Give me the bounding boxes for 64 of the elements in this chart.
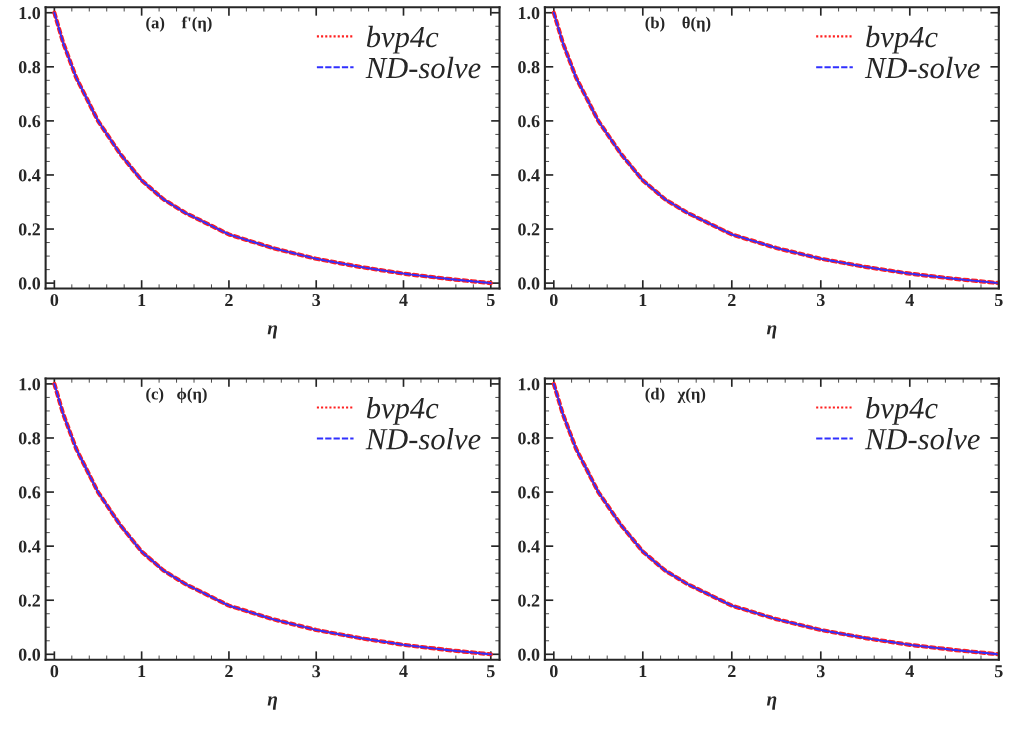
y-tick-label: 0.2 xyxy=(18,223,40,236)
x-tick-label: 1 xyxy=(138,665,146,678)
legend-label: ND-solve xyxy=(365,56,481,79)
annotation: (b) θ(η) xyxy=(645,16,711,32)
x-tick-label: 3 xyxy=(312,665,321,678)
legend-label: ND-solve xyxy=(864,427,980,450)
x-tick-label: 3 xyxy=(816,665,825,678)
x-axis-title: η xyxy=(267,325,278,339)
annotation: (c) ϕ(η) xyxy=(146,387,207,403)
x-tick-label: 1 xyxy=(639,665,647,678)
annotation: (d) χ(η) xyxy=(645,387,706,403)
legend-label: bvp4c xyxy=(866,25,938,54)
legend-label: bvp4c xyxy=(366,25,439,54)
x-axis-title: η xyxy=(267,696,278,710)
legend-label: bvp4c xyxy=(866,397,938,425)
y-tick-label: 0.4 xyxy=(518,540,540,553)
x-tick-label: 0 xyxy=(549,665,558,678)
legend-label: ND-solve xyxy=(365,427,481,450)
y-tick-label: 0.4 xyxy=(518,169,540,182)
y-tick-label: 0.2 xyxy=(18,594,40,607)
y-tick-label: 1.0 xyxy=(19,378,41,391)
x-tick-label: 1 xyxy=(639,293,647,306)
y-tick-label: 1.0 xyxy=(518,378,540,391)
x-axis-title: η xyxy=(766,325,777,339)
y-tick-label: 1.0 xyxy=(19,7,41,20)
x-tick-label: 4 xyxy=(399,294,408,306)
annotation: (a) f'(η) xyxy=(146,16,212,32)
y-tick-label: 0.6 xyxy=(18,115,41,128)
x-tick-label: 5 xyxy=(487,294,495,307)
x-tick-label: 4 xyxy=(905,294,914,306)
y-tick-label: 0.6 xyxy=(518,486,540,499)
y-tick-label: 0.0 xyxy=(18,648,41,661)
x-tick-label: 4 xyxy=(905,665,914,678)
x-tick-label: 4 xyxy=(399,665,408,678)
y-tick-label: 0.6 xyxy=(18,486,41,499)
x-tick-label: 2 xyxy=(225,665,233,678)
y-tick-label: 0.8 xyxy=(518,432,540,445)
y-tick-label: 0.4 xyxy=(18,540,41,553)
y-tick-label: 0.8 xyxy=(518,61,540,74)
y-tick-label: 0.0 xyxy=(518,277,540,290)
y-tick-label: 0.0 xyxy=(518,648,540,661)
x-axis-title: η xyxy=(766,696,777,710)
x-tick-label: 2 xyxy=(728,665,736,678)
y-tick-label: 1.0 xyxy=(518,7,540,20)
x-tick-label: 2 xyxy=(225,293,233,306)
x-tick-label: 3 xyxy=(312,293,321,307)
x-tick-label: 3 xyxy=(816,293,825,307)
x-tick-label: 5 xyxy=(995,294,1003,307)
x-tick-label: 0 xyxy=(50,293,59,307)
y-tick-label: 0.8 xyxy=(18,432,41,445)
legend-label: ND-solve xyxy=(864,56,980,79)
x-tick-label: 0 xyxy=(50,665,59,678)
x-tick-label: 5 xyxy=(995,665,1003,678)
x-tick-label: 0 xyxy=(549,293,558,307)
legend-label: bvp4c xyxy=(366,397,439,425)
x-tick-label: 1 xyxy=(138,293,146,306)
y-tick-label: 0.2 xyxy=(518,594,540,607)
y-tick-label: 0.8 xyxy=(18,61,41,74)
y-tick-label: 0.2 xyxy=(518,223,540,236)
x-tick-label: 2 xyxy=(728,293,736,306)
y-tick-label: 0.6 xyxy=(518,115,540,128)
y-tick-label: 0.4 xyxy=(18,169,41,182)
y-tick-label: 0.0 xyxy=(18,277,41,290)
x-tick-label: 5 xyxy=(487,665,495,678)
